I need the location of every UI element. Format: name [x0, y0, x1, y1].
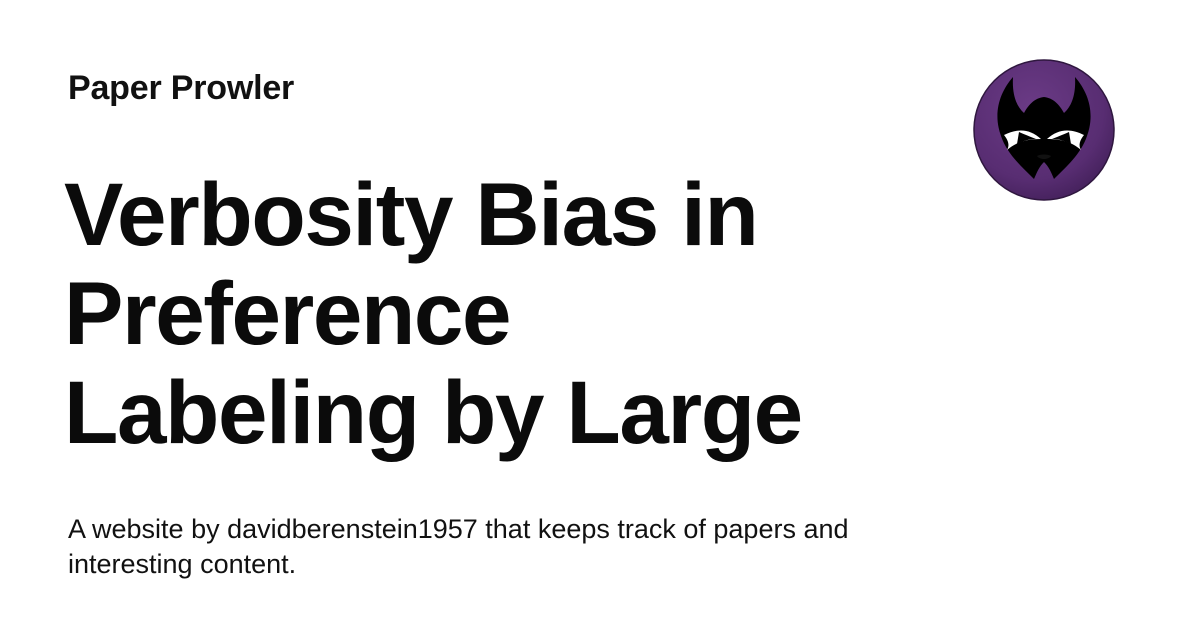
page-title-line: Preference [64, 263, 512, 363]
site-name: Paper Prowler [68, 69, 295, 107]
site-description: A website by davidberenstein1957 that ke… [68, 512, 918, 582]
site-description-line: A website by davidberenstein1957 that ke… [68, 514, 849, 544]
masked-cat-logo [973, 59, 1115, 201]
masked-cat-logo-icon [973, 59, 1115, 201]
page-title: Verbosity Bias in Preference Labeling by… [64, 165, 884, 462]
page-title-line: Labeling by Large [64, 362, 803, 462]
page-title-line: Verbosity Bias in [64, 164, 759, 264]
site-description-line: interesting content. [68, 549, 297, 579]
